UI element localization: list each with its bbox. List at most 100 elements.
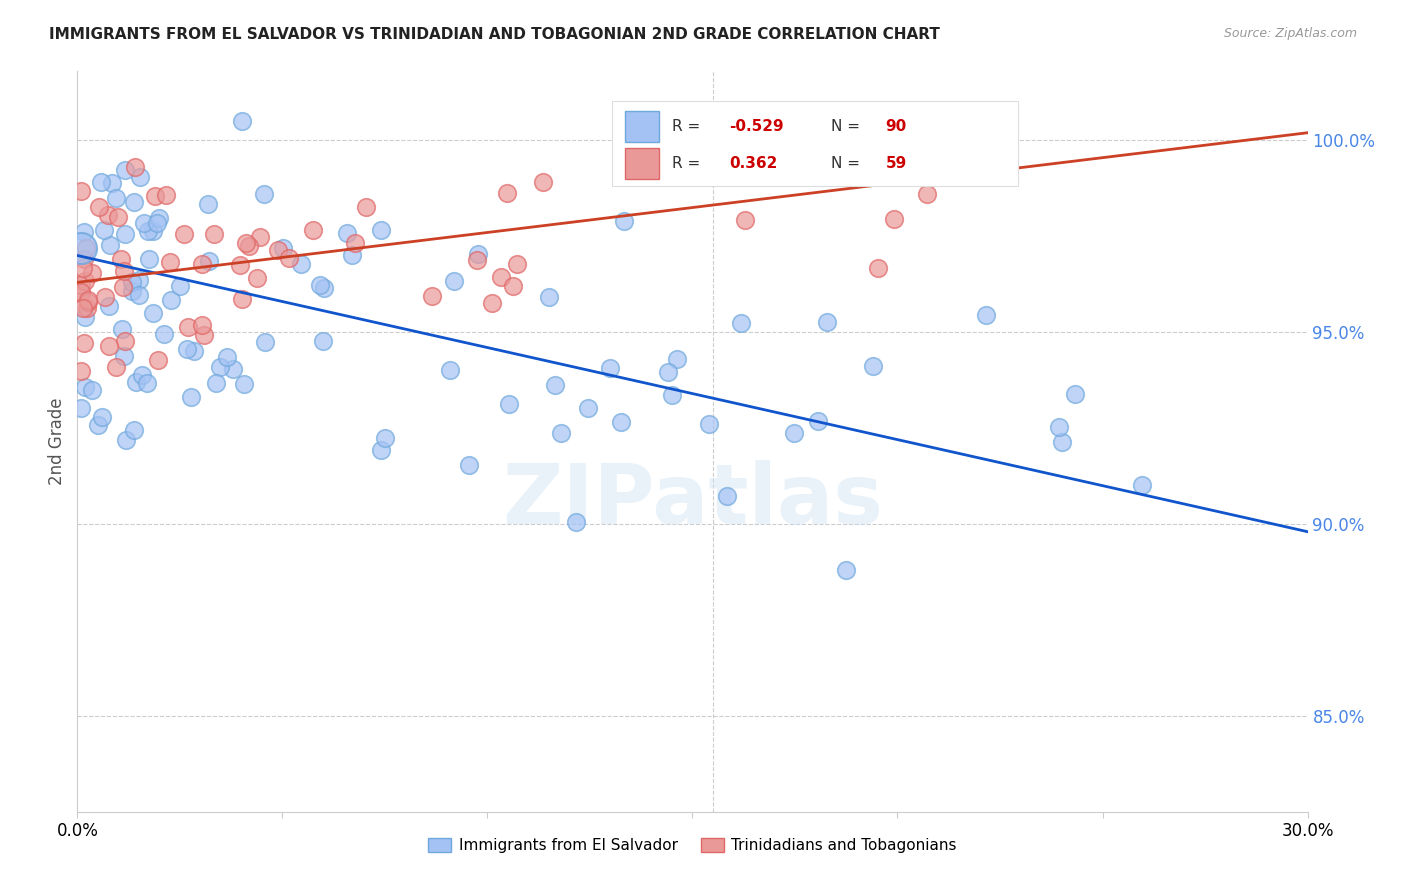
Text: 59: 59 xyxy=(886,156,907,171)
Point xyxy=(661,388,683,402)
Point xyxy=(89,200,111,214)
Point xyxy=(697,417,720,431)
Point xyxy=(716,489,738,503)
Point xyxy=(93,290,115,304)
Point xyxy=(866,260,889,275)
Point xyxy=(80,383,103,397)
Point xyxy=(301,223,323,237)
Point xyxy=(98,299,121,313)
Point xyxy=(176,342,198,356)
Point xyxy=(343,236,366,251)
Point xyxy=(77,294,100,309)
Point xyxy=(657,365,679,379)
Text: -0.529: -0.529 xyxy=(730,120,785,135)
Point xyxy=(336,227,359,241)
Point xyxy=(100,238,122,252)
Point xyxy=(111,280,134,294)
Point xyxy=(489,270,512,285)
Point xyxy=(82,267,104,281)
Point xyxy=(208,359,231,374)
Point xyxy=(457,458,479,472)
Point xyxy=(254,334,277,349)
Y-axis label: 2nd Grade: 2nd Grade xyxy=(48,398,66,485)
Point xyxy=(550,425,572,440)
Point xyxy=(217,351,239,365)
Point xyxy=(205,376,228,390)
Point xyxy=(1047,419,1070,434)
FancyBboxPatch shape xyxy=(613,101,1018,186)
Point xyxy=(70,285,93,300)
Point xyxy=(1064,387,1087,401)
Text: R =: R = xyxy=(672,120,704,135)
Point xyxy=(231,292,253,306)
Point xyxy=(73,225,96,239)
Point xyxy=(73,336,96,351)
Point xyxy=(73,310,96,325)
Point xyxy=(481,296,503,310)
Point xyxy=(129,170,152,185)
Point xyxy=(142,224,165,238)
Point xyxy=(221,361,243,376)
Point xyxy=(70,285,93,300)
Point xyxy=(370,223,392,237)
Point xyxy=(105,360,128,375)
Point xyxy=(228,258,250,272)
Point xyxy=(599,360,621,375)
Text: 90: 90 xyxy=(886,120,907,135)
Point xyxy=(249,229,271,244)
Point xyxy=(128,273,150,287)
Point xyxy=(665,352,688,367)
Point xyxy=(122,195,145,210)
Point xyxy=(72,261,94,276)
Point xyxy=(610,415,633,429)
Point xyxy=(135,376,157,390)
Point xyxy=(191,257,214,271)
Point xyxy=(180,390,202,404)
Point xyxy=(169,279,191,293)
Point xyxy=(76,301,98,316)
Point xyxy=(70,184,93,198)
Point xyxy=(107,210,129,224)
Point xyxy=(177,320,200,334)
Point xyxy=(124,423,146,437)
Point xyxy=(420,288,443,302)
Point xyxy=(87,417,110,432)
Point xyxy=(374,431,396,445)
Point xyxy=(356,200,378,214)
Point xyxy=(193,328,215,343)
Point xyxy=(115,433,138,447)
Point xyxy=(148,353,170,368)
Point xyxy=(111,322,134,336)
Point xyxy=(138,224,160,238)
Point xyxy=(235,236,257,251)
Point xyxy=(531,175,554,189)
Point xyxy=(104,191,127,205)
Text: IMMIGRANTS FROM EL SALVADOR VS TRINIDADIAN AND TOBAGONIAN 2ND GRADE CORRELATION : IMMIGRANTS FROM EL SALVADOR VS TRINIDADI… xyxy=(49,27,941,42)
Point xyxy=(114,334,136,348)
Point xyxy=(565,515,588,529)
Text: Source: ZipAtlas.com: Source: ZipAtlas.com xyxy=(1223,27,1357,40)
Legend: Immigrants from El Salvador, Trinidadians and Tobagonians: Immigrants from El Salvador, Trinidadian… xyxy=(422,832,963,860)
Point xyxy=(807,414,830,428)
Point xyxy=(278,252,301,266)
Point xyxy=(1130,477,1153,491)
Point xyxy=(73,252,96,266)
Point xyxy=(443,274,465,288)
Point xyxy=(730,316,752,330)
Point xyxy=(340,248,363,262)
Point xyxy=(110,252,132,266)
Text: N =: N = xyxy=(831,120,865,135)
Point xyxy=(121,285,143,299)
Point xyxy=(138,252,160,266)
Point xyxy=(782,425,804,440)
Point xyxy=(505,256,527,270)
Point xyxy=(202,227,225,241)
Point xyxy=(128,287,150,301)
Point xyxy=(70,401,93,415)
Text: N =: N = xyxy=(831,156,865,171)
Point xyxy=(97,339,120,353)
Point xyxy=(197,196,219,211)
Point xyxy=(815,315,838,329)
FancyBboxPatch shape xyxy=(624,148,659,179)
Point xyxy=(77,293,100,307)
